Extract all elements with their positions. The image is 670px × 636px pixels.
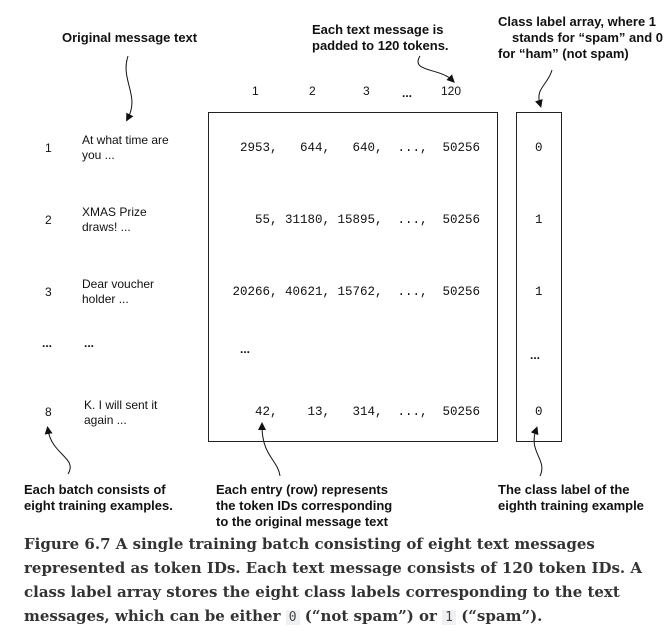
ellipsis-ids: ... — [240, 342, 251, 356]
class-label-line2: stands for “spam” and 0 — [512, 30, 663, 45]
column-header-ellipsis: ... — [402, 86, 413, 100]
class-label: 0 — [535, 141, 543, 155]
row-index: 3 — [45, 285, 52, 299]
arrow-entry — [258, 422, 281, 477]
figure-caption: Figure 6.7 A single training batch consi… — [24, 532, 654, 630]
class-label: 0 — [535, 405, 543, 419]
class-label-line3: for “ham” (not spam) — [498, 46, 629, 61]
token-id-matrix — [208, 112, 498, 442]
message-text-line2: again ... — [84, 413, 127, 427]
token-ids-row: 2953, 644, 640, ..., 50256 — [239, 141, 480, 155]
padded-label-line2: padded to 120 tokens. — [312, 38, 449, 53]
token-ids-row: 55, 31180, 15895, ..., 50256 — [254, 213, 480, 227]
ellipsis-index: ... — [42, 336, 53, 350]
entry-label-line2: the token IDs corresponding — [216, 498, 393, 513]
class-label-array — [516, 112, 562, 442]
caption-text-part1: Figure 6.7 A single training batch consi… — [24, 535, 643, 625]
eighth-label-line2: eighth training example — [498, 498, 644, 513]
caption-code-1: 1 — [442, 610, 456, 625]
caption-text-part3: (“spam”). — [455, 607, 543, 625]
message-text-line2: you ... — [82, 148, 115, 162]
padded-label-line1: Each text message is — [312, 22, 444, 37]
column-header-1: 1 — [252, 84, 259, 98]
message-text-line2: draws! ... — [82, 220, 131, 234]
message-text-line1: At what time are — [82, 133, 169, 147]
class-label-line1: Class label array, where 1 — [498, 14, 657, 29]
row-index: 1 — [45, 141, 52, 155]
batch-label-line2: eight training examples. — [24, 498, 173, 513]
ellipsis-text: ... — [84, 336, 95, 350]
token-ids-row: 20266, 40621, 15762, ..., 50256 — [232, 285, 480, 299]
arrow-batch — [44, 426, 71, 475]
arrow-original-text — [125, 55, 134, 122]
entry-label-line3: to the original message text — [216, 514, 388, 529]
class-label: 1 — [535, 285, 543, 299]
column-header-2: 2 — [309, 84, 316, 98]
column-header-3: 3 — [363, 84, 370, 98]
caption-code-0: 0 — [285, 610, 300, 625]
message-text-line2: holder ... — [82, 292, 129, 306]
original-message-text-label: Original message text — [62, 30, 198, 45]
arrow-padded — [417, 55, 455, 83]
eighth-label-line1: The class label of the — [498, 482, 630, 497]
row-index: 2 — [45, 213, 52, 227]
column-header-120: 120 — [441, 84, 462, 98]
class-label: 1 — [535, 213, 543, 227]
arrow-class-label — [534, 69, 553, 108]
batch-label-line1: Each batch consists of — [24, 482, 166, 497]
token-ids-row: 42, 13, 314, ..., 50256 — [254, 405, 480, 419]
caption-text-part2: (“not spam”) or — [299, 607, 443, 625]
row-index: 8 — [45, 405, 52, 419]
annotation-arrows — [44, 55, 553, 477]
message-text-line1: K. I will sent it — [84, 398, 158, 412]
message-text-line1: XMAS Prize — [82, 205, 147, 219]
entry-label-line1: Each entry (row) represents — [216, 482, 388, 497]
ellipsis-label: ... — [530, 348, 541, 362]
message-text-line1: Dear voucher — [82, 277, 155, 291]
arrow-eighth — [530, 426, 543, 477]
